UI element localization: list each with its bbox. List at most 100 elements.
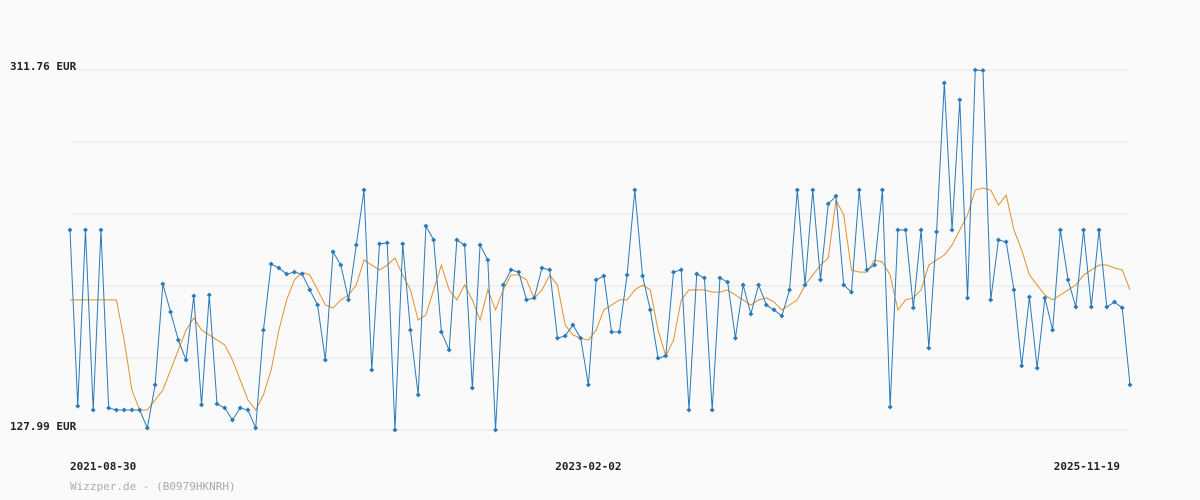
point bbox=[678, 267, 684, 273]
point bbox=[1042, 295, 1048, 301]
point bbox=[709, 407, 715, 413]
footer: Wizzper.de - (B0979HKNRH) bbox=[70, 480, 236, 493]
point bbox=[67, 227, 73, 233]
point bbox=[818, 277, 824, 283]
point bbox=[1034, 365, 1040, 371]
point bbox=[191, 293, 197, 299]
point bbox=[222, 405, 228, 411]
point bbox=[554, 335, 560, 341]
point bbox=[477, 242, 483, 248]
point bbox=[523, 297, 529, 303]
point bbox=[438, 329, 444, 335]
point bbox=[183, 357, 189, 363]
point bbox=[206, 292, 212, 298]
point bbox=[910, 305, 916, 311]
point bbox=[1057, 227, 1063, 233]
point bbox=[941, 80, 947, 86]
point bbox=[601, 273, 607, 279]
point bbox=[446, 347, 452, 353]
point bbox=[771, 307, 777, 313]
point bbox=[144, 425, 150, 431]
series-line bbox=[69, 69, 1131, 431]
point bbox=[454, 237, 460, 243]
point bbox=[748, 311, 754, 317]
point bbox=[756, 282, 762, 288]
point bbox=[848, 289, 854, 295]
point bbox=[732, 335, 738, 341]
point bbox=[168, 309, 174, 315]
point bbox=[585, 382, 591, 388]
point bbox=[593, 277, 599, 283]
point bbox=[694, 271, 700, 277]
point bbox=[864, 267, 870, 273]
point bbox=[229, 417, 235, 423]
point bbox=[1026, 294, 1032, 300]
point bbox=[918, 227, 924, 233]
point bbox=[237, 405, 243, 411]
point bbox=[338, 262, 344, 268]
point bbox=[268, 261, 274, 267]
point bbox=[578, 335, 584, 341]
point bbox=[516, 269, 522, 275]
y-tick-label: 127.99 EUR bbox=[10, 420, 77, 433]
point bbox=[315, 302, 321, 308]
point bbox=[307, 287, 313, 293]
point bbox=[199, 402, 205, 408]
point bbox=[508, 267, 514, 273]
point bbox=[431, 237, 437, 243]
point bbox=[361, 187, 367, 193]
point bbox=[965, 295, 971, 301]
point bbox=[353, 242, 359, 248]
point bbox=[330, 249, 336, 255]
point bbox=[802, 282, 808, 288]
point bbox=[841, 282, 847, 288]
point bbox=[500, 282, 506, 288]
point bbox=[322, 357, 328, 363]
point bbox=[90, 407, 96, 413]
x-tick-label: 2023-02-02 bbox=[555, 460, 621, 473]
point bbox=[547, 267, 553, 273]
point bbox=[926, 345, 932, 351]
point bbox=[1127, 382, 1133, 388]
point bbox=[469, 385, 475, 391]
point bbox=[415, 392, 421, 398]
point bbox=[856, 187, 862, 193]
point bbox=[1081, 227, 1087, 233]
point bbox=[616, 329, 622, 335]
point bbox=[1003, 239, 1009, 245]
point bbox=[988, 297, 994, 303]
point bbox=[346, 297, 352, 303]
point bbox=[1065, 277, 1071, 283]
point bbox=[980, 68, 986, 74]
point bbox=[632, 187, 638, 193]
point bbox=[82, 227, 88, 233]
point bbox=[903, 227, 909, 233]
point bbox=[1088, 304, 1094, 310]
point bbox=[1050, 327, 1056, 333]
point bbox=[1019, 363, 1025, 369]
point bbox=[423, 223, 429, 229]
point bbox=[895, 227, 901, 233]
point bbox=[137, 407, 143, 413]
point bbox=[160, 281, 166, 287]
x-tick-label: 2021-08-30 bbox=[70, 460, 136, 473]
point bbox=[98, 227, 104, 233]
point bbox=[810, 187, 816, 193]
point bbox=[106, 405, 112, 411]
point bbox=[1112, 299, 1118, 305]
point bbox=[369, 367, 375, 373]
point bbox=[462, 242, 468, 248]
point bbox=[570, 322, 576, 328]
point bbox=[794, 187, 800, 193]
point bbox=[624, 272, 630, 278]
point bbox=[1011, 287, 1017, 293]
point bbox=[655, 355, 661, 361]
point bbox=[384, 240, 390, 246]
point bbox=[934, 229, 940, 235]
point bbox=[392, 427, 398, 433]
point bbox=[1119, 305, 1125, 311]
point bbox=[1073, 304, 1079, 310]
point bbox=[740, 282, 746, 288]
point bbox=[291, 269, 297, 275]
point bbox=[539, 265, 545, 271]
